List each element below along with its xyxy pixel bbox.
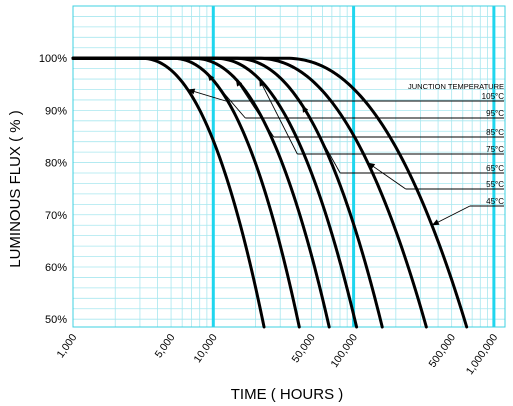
y-tick-label: 100% — [39, 53, 67, 65]
x-axis-title: TIME ( HOURS ) — [231, 386, 344, 403]
y-tick-label: 60% — [45, 262, 67, 274]
legend-label-4: 75°C — [486, 145, 504, 154]
x-tick-label: 100,000 — [328, 332, 360, 370]
legend-label-6: 55°C — [486, 180, 504, 189]
legend-label-7: 45°C — [486, 197, 504, 206]
legend-arrowhead-7 — [431, 219, 440, 226]
legend-label-5: 65°C — [486, 164, 504, 173]
legend-arrowhead-2 — [207, 73, 215, 82]
y-axis-title: LUMINOUS FLUX ( % ) — [7, 110, 24, 268]
x-tick-label: 1,000 — [55, 332, 80, 361]
x-tick-label: 1,000,000 — [464, 332, 501, 377]
legend-pointer-3 — [235, 78, 275, 138]
legend-pointer-4 — [258, 78, 298, 155]
plot-frame — [72, 5, 506, 328]
legend-label-1: 105°C — [482, 92, 505, 101]
legend-arrowhead-3 — [235, 79, 243, 87]
curve-series-2 — [71, 56, 301, 329]
legend-title: JUNCTION TEMPERATURE — [408, 82, 504, 91]
legend: JUNCTION TEMPERATURE 105°C 95°C 85°C 75°C 65… — [187, 73, 505, 226]
legend-arrowhead-6 — [367, 162, 376, 170]
x-tick-label: 500,000 — [427, 332, 459, 370]
legend-pointer-2 — [206, 73, 246, 119]
x-tick-label: 5,000 — [153, 332, 178, 361]
curve-series-7 — [71, 56, 469, 329]
x-tick-label: 50,000 — [290, 332, 318, 365]
legend-pointer-6 — [367, 162, 406, 190]
y-tick-label: 80% — [45, 158, 67, 170]
legend-pointer-5 — [301, 104, 341, 174]
y-tick-label: 90% — [45, 105, 67, 117]
legend-arrowhead-5 — [302, 105, 309, 113]
curve-series-1 — [71, 56, 266, 329]
x-tick-label: 10,000 — [191, 332, 219, 365]
legend-arrowhead-1 — [187, 88, 196, 95]
y-tick-label: 70% — [45, 210, 67, 222]
legend-arrowhead-4 — [259, 79, 266, 87]
legend-pointer-7 — [431, 205, 471, 226]
legend-label-2: 95°C — [486, 109, 504, 118]
legend-label-3: 85°C — [486, 128, 504, 137]
curves-group — [71, 56, 469, 329]
y-tick-label: 50% — [45, 314, 67, 326]
